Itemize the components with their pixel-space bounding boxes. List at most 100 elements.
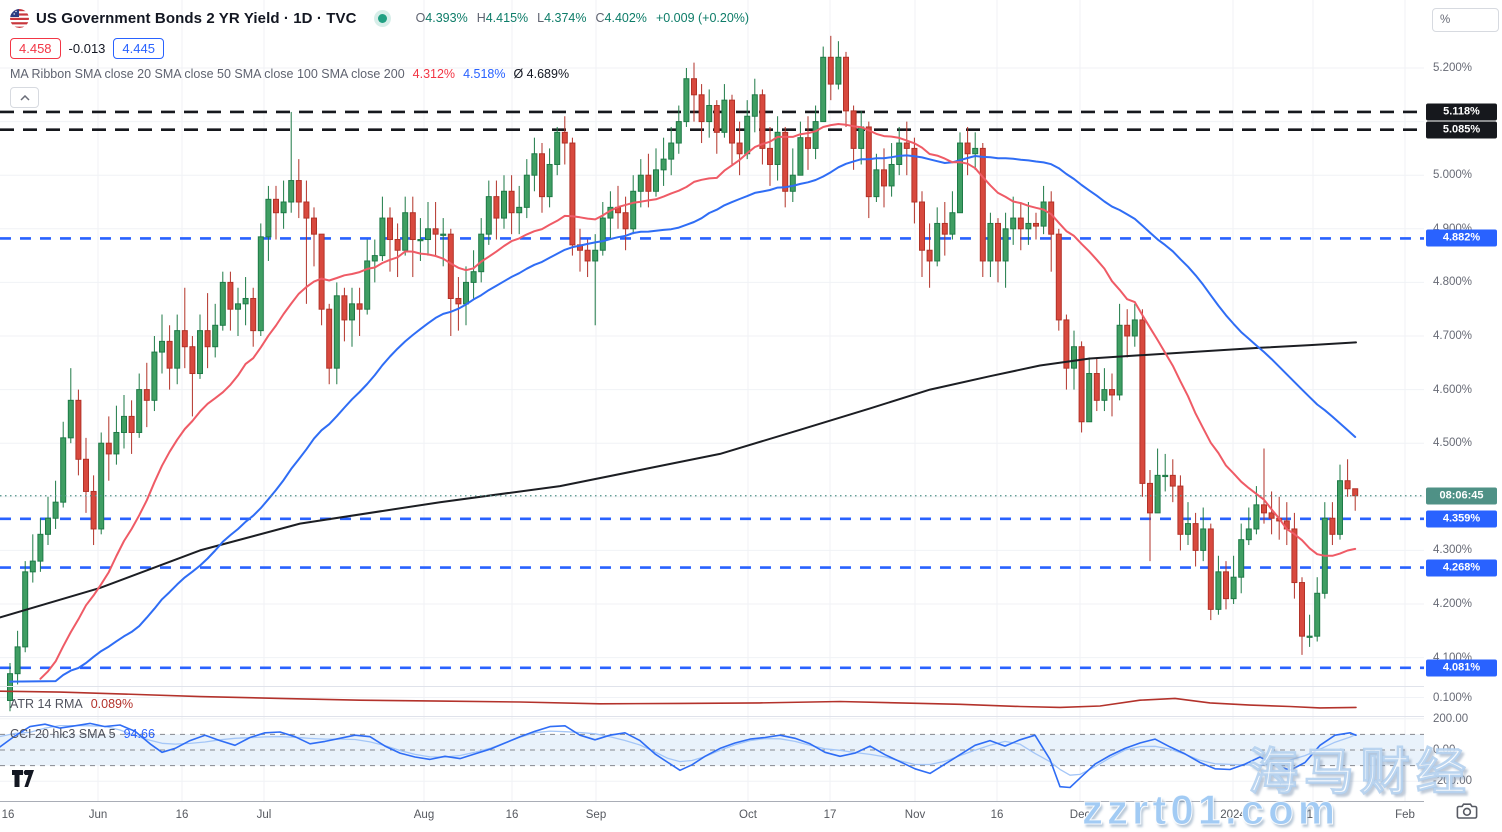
symbol-title[interactable]: US Government Bonds 2 YR Yield · 1D · TV… [36, 9, 357, 27]
time-tick-label: Jun [88, 809, 108, 821]
candle [584, 249, 591, 262]
candle [1329, 517, 1336, 535]
price-label-row: 4.458 -0.013 4.445 [10, 36, 749, 60]
candle [280, 201, 287, 214]
candle [75, 399, 82, 460]
candle [1010, 217, 1017, 230]
candle [235, 303, 241, 310]
time-tick-label: 16 [1, 809, 15, 821]
atr-legend[interactable]: ATR 14 RMA 0.089% [10, 697, 133, 711]
candle [1055, 233, 1062, 321]
time-tick-label: 16 [990, 809, 1004, 821]
price-axis[interactable]: % 5.200% 5.000% 4.900% 4.800% 4.700% 4.600% 4.… [1424, 0, 1502, 802]
time-axis[interactable]: 16 Jun 16 Jul Aug 16 Sep Oct 17 Nov 16 Dec 2024 16 Feb [0, 802, 1502, 832]
candle [417, 239, 424, 242]
candle [516, 206, 523, 214]
atr-label: ATR 14 RMA [10, 697, 83, 711]
camera-icon[interactable] [1456, 802, 1478, 825]
candle [820, 56, 827, 123]
cci-label: CCI 20 hlc3 SMA 5 [10, 727, 116, 741]
low-value: 4.374% [544, 11, 587, 25]
cci-legend[interactable]: CCI 20 hlc3 SMA 5 94.66 [10, 727, 155, 741]
candle [1025, 222, 1032, 230]
candle [311, 217, 317, 235]
candle [45, 517, 51, 535]
time-tick-label: 16 [1306, 809, 1320, 821]
cci-tick-label: 0.00 [1433, 744, 1456, 756]
candle [470, 271, 477, 283]
sma50-line [9, 154, 1357, 683]
candle [888, 163, 895, 187]
candle [1017, 217, 1024, 230]
candle [1033, 222, 1039, 227]
price-level-label[interactable]: 4.882% [1426, 229, 1497, 247]
candle [387, 217, 393, 241]
price-level-label[interactable]: 4.268% [1426, 559, 1497, 577]
candle [1131, 319, 1138, 337]
candle [1207, 528, 1214, 610]
candle [523, 174, 530, 208]
time-tick-label: Dec [1069, 809, 1091, 821]
candle [789, 174, 796, 192]
price-change-label: -0.013 [68, 40, 106, 56]
candle [402, 212, 409, 251]
ma-ribbon-legend[interactable]: MA Ribbon SMA close 20 SMA close 50 SMA … [10, 67, 749, 81]
candle [318, 233, 325, 310]
candle [1268, 512, 1275, 519]
candle [706, 105, 713, 123]
candle [1139, 319, 1146, 484]
countdown-label[interactable]: 08:06:45 [1426, 487, 1497, 505]
collapse-legend-button[interactable] [10, 87, 39, 108]
candle [554, 131, 561, 165]
candle [219, 281, 226, 326]
candle [242, 297, 249, 305]
price-level-label[interactable]: 5.085% [1426, 121, 1497, 139]
time-tick-label: Nov [904, 809, 926, 821]
low-price-box: 4.445 [113, 37, 164, 59]
price-level-label[interactable]: 5.118% [1426, 103, 1497, 121]
time-tick-label: 2024 [1220, 809, 1246, 821]
candle [675, 121, 682, 144]
candle [174, 330, 181, 369]
price-tick-label: 4.300% [1433, 544, 1473, 557]
candle [645, 174, 652, 192]
candle [767, 147, 773, 165]
candle [858, 126, 865, 149]
high-price-box: 4.458 [10, 37, 61, 59]
change-value: +0.009 (+0.20%) [655, 11, 750, 25]
candle [257, 236, 264, 332]
sma50-value: 4.518% [463, 67, 506, 81]
candle [713, 105, 720, 133]
tradingview-logo-icon[interactable] [12, 770, 39, 792]
candle [691, 78, 697, 96]
time-tick-label: 16 [505, 809, 519, 821]
candle [987, 222, 994, 262]
candle [501, 190, 507, 219]
time-tick-label: 16 [175, 809, 189, 821]
sma200-line [0, 341, 1357, 619]
candle [1093, 373, 1100, 401]
candle [1337, 480, 1343, 535]
candle [903, 142, 910, 149]
candle [432, 228, 439, 235]
candle [850, 110, 857, 149]
price-tick-label: 4.700% [1433, 330, 1473, 342]
price-level-label[interactable]: 4.359% [1426, 510, 1497, 528]
candle [759, 94, 766, 149]
candle [919, 201, 925, 251]
price-level-label[interactable]: 4.081% [1426, 659, 1497, 677]
candle [949, 212, 956, 235]
open-value: 4.393% [425, 11, 468, 25]
candle [729, 99, 735, 144]
candle [1253, 504, 1260, 530]
cci-line [0, 722, 1357, 789]
candle [751, 94, 758, 117]
market-status-icon[interactable] [377, 13, 387, 23]
candle [1230, 576, 1237, 600]
candle [1344, 480, 1351, 490]
price-scale-unit-button[interactable]: % [1432, 8, 1499, 32]
candle [827, 56, 834, 85]
candle [90, 490, 97, 530]
